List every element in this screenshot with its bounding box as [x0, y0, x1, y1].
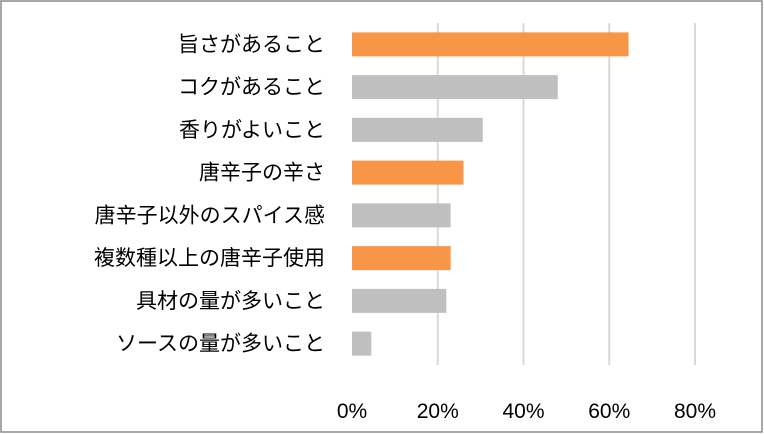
x-axis-tick-labels: 0% 20% 40% 60% 80%	[337, 400, 716, 423]
bars	[352, 32, 629, 356]
x-tick-label: 80%	[674, 400, 716, 423]
x-tick-label: 40%	[502, 400, 544, 423]
x-tick-label: 60%	[588, 400, 630, 423]
category-label: 香りがよいこと	[179, 118, 325, 142]
x-tick-label: 20%	[417, 400, 459, 423]
category-label: 具材の量が多いこと	[136, 289, 325, 313]
x-tick-label: 0%	[337, 400, 367, 423]
category-label: 唐辛子の辛さ	[199, 161, 325, 185]
category-label: コクがあること	[178, 75, 325, 99]
category-label: 旨さがあること	[178, 32, 325, 56]
category-label: 複数種以上の唐辛子使用	[94, 246, 325, 270]
bar	[352, 32, 629, 57]
bar	[352, 331, 372, 356]
bar	[352, 246, 451, 271]
bar	[352, 288, 447, 313]
bar	[352, 203, 451, 228]
bar	[352, 160, 464, 185]
category-label: 唐辛子以外のスパイス感	[95, 203, 325, 227]
bar	[352, 117, 483, 142]
category-label: ソースの量が多いこと	[116, 332, 325, 356]
category-labels: 旨さがあることコクがあること香りがよいこと唐辛子の辛さ唐辛子以外のスパイス感複数…	[94, 32, 325, 355]
bar	[352, 75, 558, 100]
